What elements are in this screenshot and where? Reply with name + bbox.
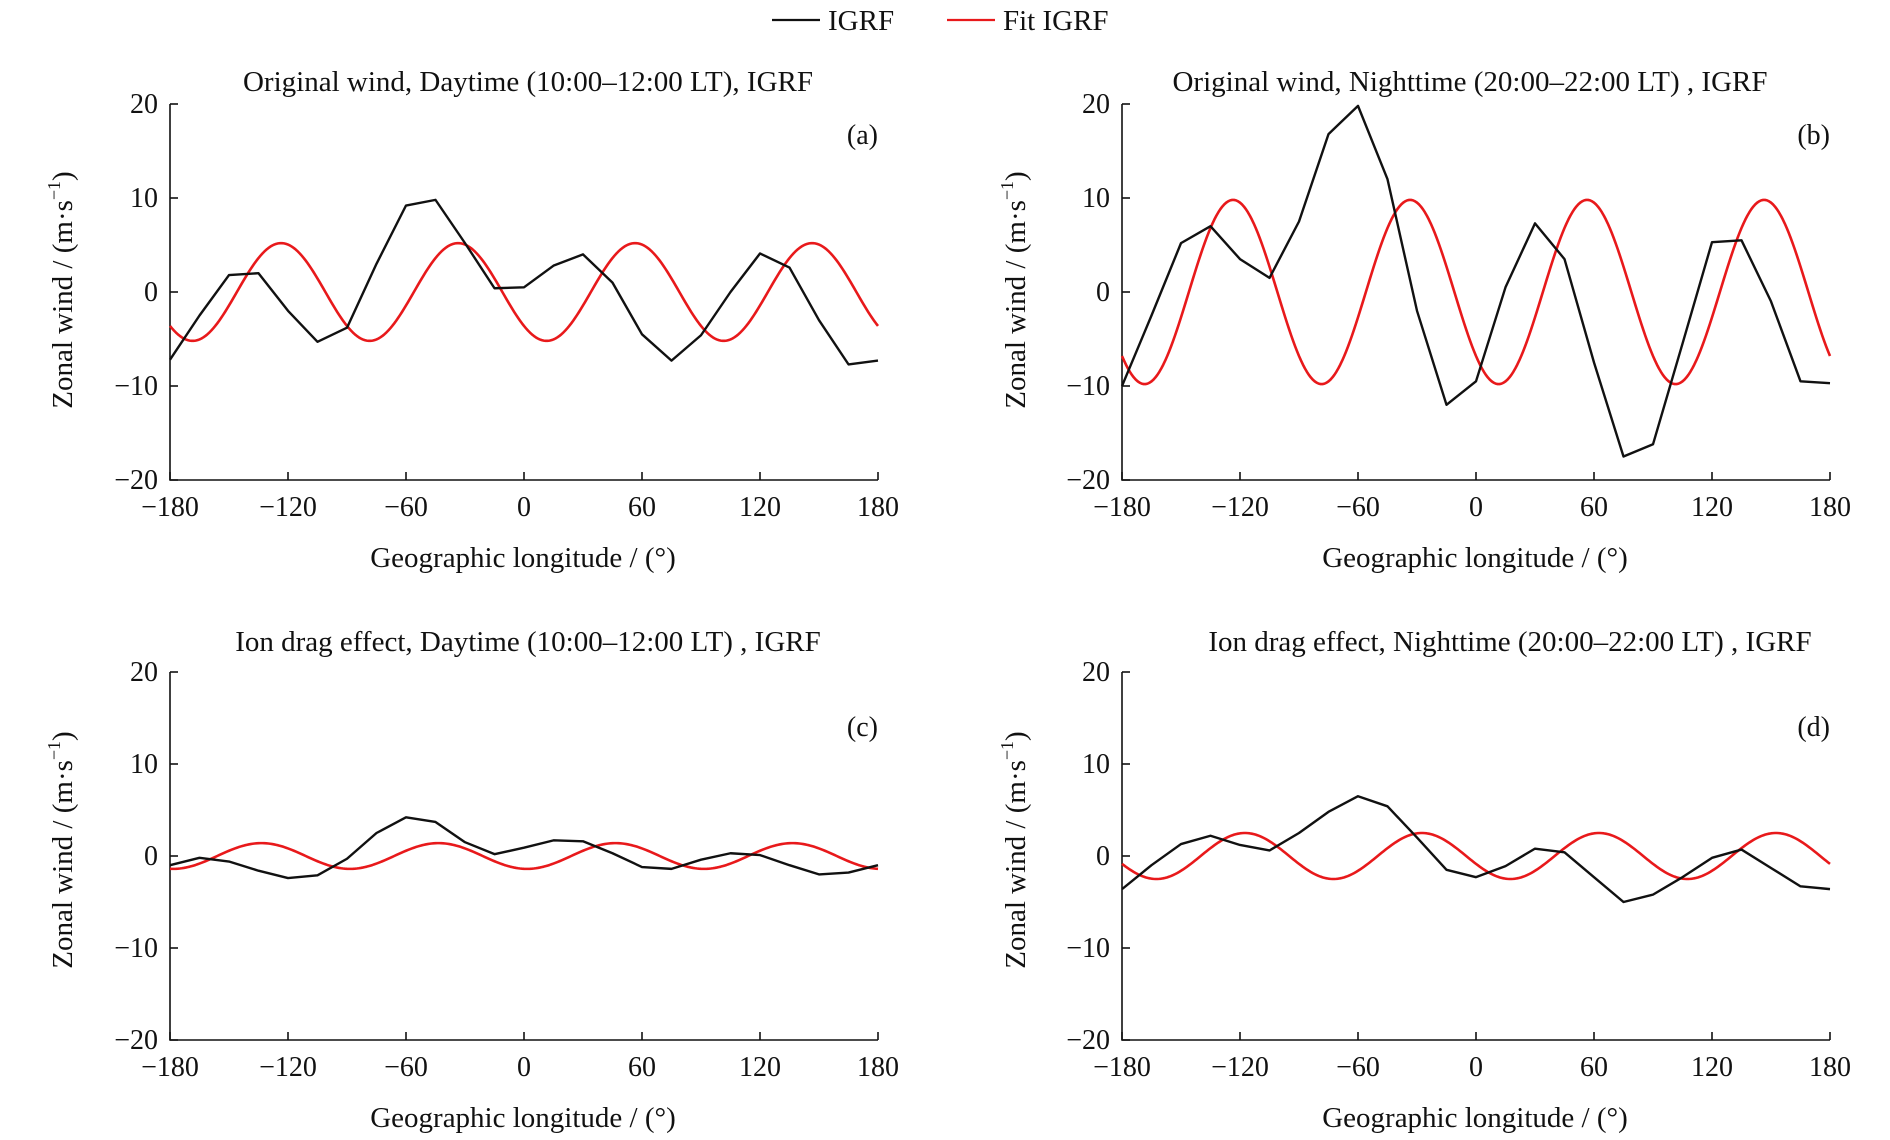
panel-b-xtick-label: 0 — [1469, 492, 1483, 523]
panel-d-xtick-label: 120 — [1691, 1052, 1733, 1083]
panel-c-ytick-label: −20 — [114, 1025, 158, 1056]
panel-a-xtick-label: 120 — [739, 492, 781, 523]
panel-b-ytick-label: 0 — [1096, 277, 1110, 308]
panel-d-series-fit — [1121, 831, 1831, 881]
panel-a-xlabel: Geographic longitude / (°) — [370, 542, 676, 574]
panel-d-xtick-label: −180 — [1093, 1052, 1151, 1083]
panel-b-tag: (b) — [1797, 120, 1830, 151]
panel-d-ytick-label: 10 — [1082, 749, 1110, 780]
panel-d: Ion drag effect, Nighttime (20:00–22:00 … — [997, 626, 1851, 1134]
panel-d-xtick-label: 60 — [1580, 1052, 1608, 1083]
panel-c-series-fit — [169, 841, 879, 871]
panel-b-xtick-label: −60 — [1336, 492, 1380, 523]
panel-c-ylabel: Zonal wind / (m·s−1) — [44, 731, 79, 968]
panel-c-ytick-label: 0 — [144, 841, 158, 872]
panel-d-ytick-label: 20 — [1082, 657, 1110, 688]
panel-b-axes — [1121, 104, 1830, 481]
panel-c-xtick-label: −180 — [141, 1052, 199, 1083]
panel-d-xtick-label: 0 — [1469, 1052, 1483, 1083]
panel-a-xtick-label: −120 — [259, 492, 317, 523]
panel-c-xtick-label: −120 — [259, 1052, 317, 1083]
panel-b-xtick-label: 60 — [1580, 492, 1608, 523]
panel-b-ytick-label: 20 — [1082, 89, 1110, 120]
panel-a-xtick-label: 180 — [857, 492, 899, 523]
panel-d-title: Ion drag effect, Nighttime (20:00–22:00 … — [1208, 626, 1811, 658]
panel-a-axes — [169, 104, 878, 481]
panel-b-series-igrf — [1120, 104, 1831, 458]
legend-igrf-label: IGRF — [828, 5, 894, 37]
panel-b-ylabel: Zonal wind / (m·s−1) — [997, 171, 1032, 408]
panel-a: Original wind, Daytime (10:00–12:00 LT),… — [44, 66, 899, 574]
panel-a-ytick-label: −10 — [114, 371, 158, 402]
panel-c: Ion drag effect, Daytime (10:00–12:00 LT… — [44, 626, 899, 1134]
panel-b-ytick-label: −10 — [1066, 371, 1110, 402]
panel-c-axes — [169, 672, 878, 1041]
panel-a-ylabel: Zonal wind / (m·s−1) — [44, 171, 79, 408]
panel-c-xtick-label: 180 — [857, 1052, 899, 1083]
panel-d-ylabel: Zonal wind / (m·s−1) — [997, 731, 1032, 968]
panel-a-xtick-label: −60 — [384, 492, 428, 523]
panel-a-ytick-label: −20 — [114, 465, 158, 496]
panel-d-tag: (d) — [1797, 712, 1830, 743]
panel-c-title: Ion drag effect, Daytime (10:00–12:00 LT… — [235, 626, 821, 658]
panel-c-series-igrf — [169, 816, 879, 880]
panel-c-ytick-label: 20 — [130, 657, 158, 688]
panel-b-title: Original wind, Nighttime (20:00–22:00 LT… — [1172, 66, 1767, 98]
panel-a-xtick-label: 60 — [628, 492, 656, 523]
legend: IGRF Fit IGRF — [772, 5, 1109, 37]
panel-d-xlabel: Geographic longitude / (°) — [1322, 1102, 1628, 1134]
panel-a-ytick-label: 20 — [130, 89, 158, 120]
panel-b-xlabel: Geographic longitude / (°) — [1322, 542, 1628, 574]
panel-d-ytick-label: 0 — [1096, 841, 1110, 872]
panel-c-ytick-label: 10 — [130, 749, 158, 780]
panel-b-ytick-label: 10 — [1082, 183, 1110, 214]
panel-d-ytick-label: −10 — [1066, 933, 1110, 964]
panel-b-xtick-label: 180 — [1809, 492, 1851, 523]
panel-a-xtick-label: −180 — [141, 492, 199, 523]
panel-a-xtick-label: 0 — [517, 492, 531, 523]
legend-fit-label: Fit IGRF — [1003, 5, 1109, 37]
panel-c-tag: (c) — [847, 712, 878, 743]
panel-d-ytick-label: −20 — [1066, 1025, 1110, 1056]
panel-d-series-igrf — [1121, 795, 1831, 904]
panel-a-ytick-label: 0 — [144, 277, 158, 308]
panel-d-xtick-label: −120 — [1211, 1052, 1269, 1083]
panel-a-ytick-label: 10 — [130, 183, 158, 214]
panel-d-xtick-label: 180 — [1809, 1052, 1851, 1083]
panel-a-series-igrf — [169, 198, 879, 366]
panel-b-ytick-label: −20 — [1066, 465, 1110, 496]
panel-d-axes — [1121, 672, 1830, 1041]
panel-c-xtick-label: −60 — [384, 1052, 428, 1083]
panel-a-series-fit — [169, 241, 880, 343]
panel-c-xtick-label: 60 — [628, 1052, 656, 1083]
panel-c-xlabel: Geographic longitude / (°) — [370, 1102, 676, 1134]
panel-c-xtick-label: 120 — [739, 1052, 781, 1083]
panel-a-title: Original wind, Daytime (10:00–12:00 LT),… — [243, 66, 813, 98]
panel-d-xtick-label: −60 — [1336, 1052, 1380, 1083]
panel-b: Original wind, Nighttime (20:00–22:00 LT… — [997, 66, 1851, 574]
panel-c-ytick-label: −10 — [114, 933, 158, 964]
panel-b-xtick-label: −120 — [1211, 492, 1269, 523]
panel-b-xtick-label: −180 — [1093, 492, 1151, 523]
panel-b-series-fit — [1120, 198, 1832, 386]
panel-b-xtick-label: 120 — [1691, 492, 1733, 523]
panel-c-xtick-label: 0 — [517, 1052, 531, 1083]
panel-a-tag: (a) — [847, 120, 878, 151]
